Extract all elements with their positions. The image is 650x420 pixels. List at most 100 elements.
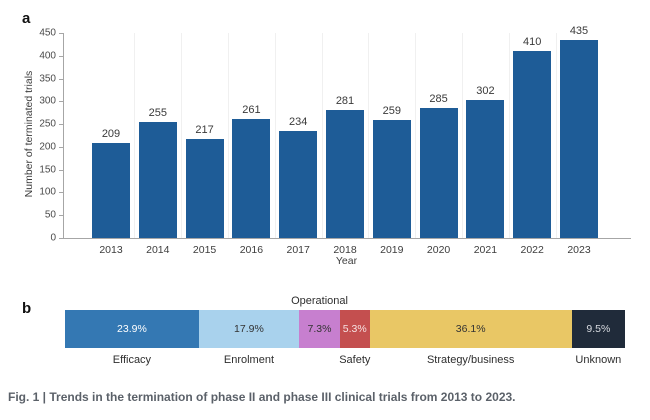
y-tick-label: 250 (39, 118, 56, 130)
segment-label-text: Efficacy (112, 354, 152, 366)
x-tick-label: 2016 (239, 244, 264, 256)
bar-value-label: 259 (382, 105, 401, 118)
stacked-bar-top-labels: Operational (65, 294, 625, 308)
segment-label-spacer (370, 294, 572, 308)
bar-value-label: 261 (242, 104, 261, 117)
bar-2016 (232, 119, 271, 238)
x-tick-label: 2015 (192, 244, 217, 256)
segment-unknown: 9.5% (571, 310, 625, 348)
plot-area: 0 50 100 150 200 250 300 350 400 450 209 2013 255 201… (39, 25, 631, 256)
x-tick-label: 2014 (146, 244, 170, 256)
segment-label-spacer (572, 294, 625, 308)
bar-value-label: 234 (289, 116, 308, 129)
gridline (508, 33, 510, 238)
panel-a-label: a (22, 10, 31, 27)
bar-2018 (326, 110, 364, 238)
y-tick-label: 150 (39, 164, 56, 176)
segment-enrolment: 17.9% (198, 310, 300, 348)
bar-2013 (92, 142, 130, 238)
bar-value-label: 255 (148, 106, 167, 119)
bar-2019 (372, 120, 411, 238)
y-tick-label: 300 (39, 95, 56, 107)
bar-2015 (185, 139, 224, 238)
gridline (321, 33, 323, 238)
bar-2023 (560, 39, 598, 238)
segment-label-unknown: Unknown (572, 353, 625, 367)
segment-label-text: Safety (339, 354, 371, 366)
x-tick-label: 2017 (286, 244, 310, 256)
segment-label-text: Unknown (575, 354, 622, 366)
x-tick-label: 2018 (333, 244, 357, 256)
y-tick-mark (59, 169, 63, 171)
segment-label-text: Operational (291, 295, 348, 307)
y-tick-mark (59, 33, 63, 34)
segment-percentage: 17.9% (234, 323, 264, 335)
segment-label-strategy-business: Strategy/business (370, 353, 572, 367)
segment-label-enrolment: Enrolment (199, 353, 299, 367)
segment-label-spacer (199, 294, 299, 308)
y-tick-mark (59, 192, 63, 194)
x-tick-label: 2021 (473, 244, 498, 256)
segment-percentage: 5.3% (342, 323, 367, 335)
bar-value-label: 209 (101, 127, 121, 140)
x-tick-label: 2019 (380, 244, 404, 256)
stacked-bar-bottom-labels: Efficacy Enrolment Safety Strategy/business… (65, 353, 625, 367)
segment-label-spacer (340, 294, 370, 308)
gridline (274, 33, 276, 238)
bar-2021 (466, 100, 505, 238)
gridline (368, 33, 370, 238)
bar-value-label: 285 (429, 93, 448, 106)
bar-value-label: 302 (476, 85, 495, 98)
x-axis-title: Year (335, 255, 358, 267)
y-tick-mark (59, 124, 63, 126)
y-tick-label: 350 (39, 73, 56, 85)
segment-label-spacer (299, 353, 340, 367)
x-tick-label: 2023 (567, 244, 591, 256)
y-tick-mark (59, 55, 63, 57)
stacked-bar: 23.9% 17.9% 7.3% 5.3% 36.1% 9.5% (65, 310, 625, 348)
y-tick-mark (59, 78, 63, 80)
y-tick-mark (59, 146, 63, 148)
bar-value-label: 217 (195, 124, 214, 137)
gridline (134, 33, 136, 238)
bar-value-label: 410 (523, 36, 542, 49)
y-tick-label: 0 (50, 232, 56, 244)
segment-label-operational: Operational (291, 294, 348, 308)
segment-safety: 5.3% (339, 310, 370, 348)
x-tick-label: 2013 (99, 244, 123, 256)
segment-label-safety: Safety (339, 353, 371, 367)
segment-label-efficacy: Efficacy (65, 353, 199, 367)
gridline (228, 33, 229, 238)
segment-percentage: 7.3% (307, 323, 332, 335)
figure-caption: Fig. 1 | Trends in the termination of ph… (8, 390, 516, 404)
gridline (181, 33, 183, 238)
y-tick-mark (59, 101, 63, 103)
segment-strategy-business: 36.1% (369, 310, 572, 348)
y-tick-mark (59, 215, 63, 217)
gridline (555, 33, 557, 238)
segment-label-spacer (65, 294, 199, 308)
bar-value-label: 435 (569, 24, 589, 37)
y-tick-label: 450 (39, 27, 56, 39)
x-tick-label: 2020 (426, 244, 451, 256)
y-tick-label: 100 (39, 186, 56, 198)
segment-label-text: Enrolment (223, 354, 275, 366)
panel-b-label: b (22, 300, 32, 317)
segment-percentage: 23.9% (117, 323, 147, 335)
bar-2020 (419, 108, 458, 238)
y-tick-label: 200 (39, 141, 56, 153)
y-tick-label: 400 (39, 50, 56, 62)
segment-operational: 7.3% (299, 310, 340, 348)
segment-efficacy: 23.9% (65, 310, 199, 348)
segment-label-text: Strategy/business (426, 354, 515, 366)
x-tick-label: 2022 (520, 244, 544, 256)
bar-2022 (513, 51, 552, 238)
bar-2017 (279, 131, 318, 238)
bar-value-label: 281 (335, 95, 355, 107)
y-axis-title: Number of terminated trials (23, 70, 35, 198)
gridline (462, 33, 463, 238)
segment-percentage: 36.1% (455, 323, 486, 335)
gridline (415, 33, 417, 238)
y-tick-mark (59, 238, 63, 239)
